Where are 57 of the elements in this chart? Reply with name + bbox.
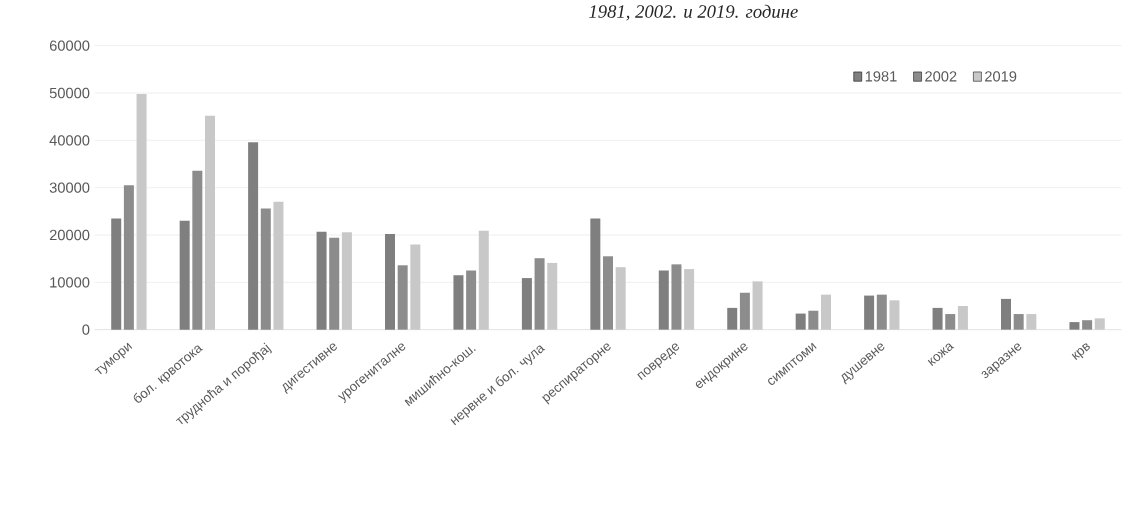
bar <box>466 270 477 330</box>
bar <box>615 267 626 330</box>
bar <box>1082 320 1093 330</box>
bar <box>808 310 819 330</box>
y-tick-label: 20000 <box>49 229 90 241</box>
bar <box>385 234 395 330</box>
legend-label: 2002 <box>925 71 957 82</box>
legend-label: 2019 <box>985 71 1017 82</box>
bar <box>603 256 614 330</box>
bar <box>397 265 408 330</box>
bar <box>1001 298 1012 330</box>
bar <box>410 244 421 330</box>
bar <box>1026 314 1037 330</box>
bar <box>547 262 558 330</box>
bar <box>795 313 806 330</box>
y-tick-label: 0 <box>82 324 90 335</box>
bar <box>658 270 669 330</box>
bar <box>932 307 943 330</box>
bar <box>273 201 284 330</box>
bar <box>1013 314 1024 330</box>
bar <box>945 314 956 330</box>
bar <box>316 231 327 330</box>
legend-label: 1981 <box>865 71 897 82</box>
bar <box>684 269 695 330</box>
y-tick-label: 30000 <box>49 182 90 193</box>
bar <box>889 300 900 330</box>
bar <box>123 185 134 330</box>
bar <box>179 220 190 330</box>
bar <box>876 294 887 330</box>
bar <box>248 142 259 330</box>
bar <box>453 275 464 330</box>
x-tick-label: крв <box>1071 343 1090 360</box>
bar <box>136 93 147 330</box>
bar <box>957 306 968 330</box>
bar <box>478 230 489 330</box>
y-tick-label: 10000 <box>50 277 90 288</box>
bar <box>329 237 340 330</box>
chart-title: 1981, 2002. и 2019. године <box>589 4 798 21</box>
bar <box>205 115 215 330</box>
bar <box>671 264 682 330</box>
bar <box>1094 318 1105 330</box>
y-tick-label: 60000 <box>49 40 90 51</box>
y-tick-label: 40000 <box>49 135 90 146</box>
bar <box>821 294 832 330</box>
bar <box>192 170 203 330</box>
bar <box>864 295 875 330</box>
y-tick-label: 50000 <box>49 87 90 99</box>
bar <box>534 258 545 330</box>
bar <box>111 218 122 330</box>
bar <box>260 208 271 330</box>
bar <box>727 307 738 330</box>
bar <box>752 281 763 330</box>
bar <box>341 232 352 330</box>
bar <box>739 292 750 330</box>
bar <box>521 278 532 330</box>
bar <box>590 218 601 330</box>
bar <box>1069 322 1080 330</box>
